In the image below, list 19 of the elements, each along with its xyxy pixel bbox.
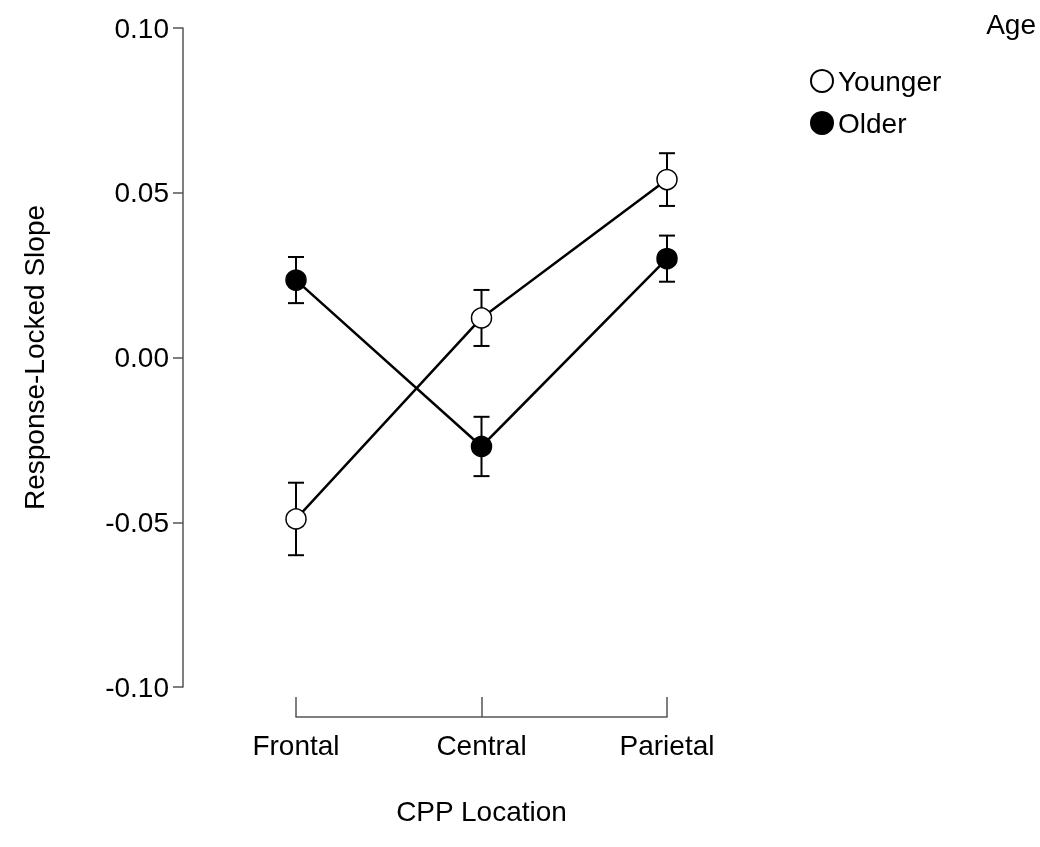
- y-tick-label: -0.10: [105, 671, 169, 703]
- y-tick-label: -0.05: [105, 506, 169, 538]
- x-tick-label: Frontal: [252, 729, 340, 761]
- point: [470, 307, 493, 329]
- y-axis-title: Response-Locked Slope: [18, 204, 50, 511]
- point: [470, 435, 493, 458]
- legend-title: Age: [986, 8, 1037, 40]
- point: [656, 247, 678, 270]
- y-tick-label: 0.00: [114, 342, 169, 373]
- point: [285, 508, 307, 530]
- y-tick-label: 0.10: [114, 12, 169, 44]
- x-tick-label: Parietal: [619, 729, 715, 761]
- x-tick-label: Central: [436, 729, 527, 761]
- x-axis-title: CPP Location: [396, 795, 567, 827]
- point: [285, 269, 307, 291]
- point: [656, 168, 678, 191]
- legend-label: Older: [838, 107, 907, 139]
- y-tick-label: 0.05: [114, 177, 169, 209]
- legend-label: Younger: [838, 65, 942, 97]
